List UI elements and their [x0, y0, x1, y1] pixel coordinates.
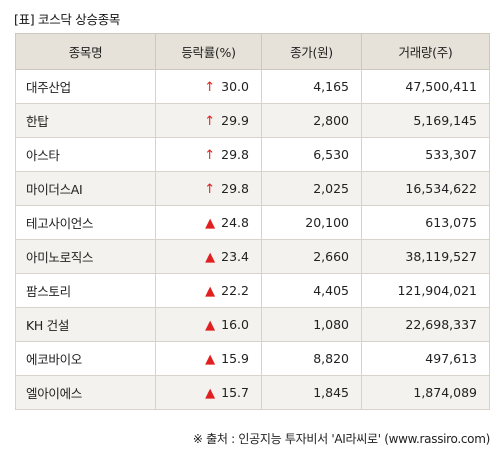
closing-price: 2,660 — [261, 239, 362, 274]
stock-name: 한탑 — [15, 103, 156, 138]
change-rate-cell: ▲ 15.7 — [155, 375, 262, 410]
stock-table-container: 종목명 등락률(%) 종가(원) 거래량(주) 대주산업 ↑ 30.0 4,165 47… — [15, 33, 490, 410]
stock-name: 팜스토리 — [15, 273, 156, 308]
table-row: 대주산업 ↑ 30.0 4,165 47,500,411 — [15, 69, 490, 104]
closing-price: 8,820 — [261, 341, 362, 376]
stock-name: 테고사이언스 — [15, 205, 156, 240]
stock-name: 아스타 — [15, 137, 156, 172]
change-rate-cell: ↑ 29.9 — [155, 103, 262, 138]
change-rate-cell: ↑ 29.8 — [155, 137, 262, 172]
up-triangle-icon: ▲ — [205, 351, 216, 367]
closing-price: 1,845 — [261, 375, 362, 410]
change-rate-cell: ▲ 16.0 — [155, 307, 262, 342]
up-arrow-icon: ↑ — [204, 147, 216, 163]
table-row: 아미노로직스 ▲ 23.4 2,660 38,119,527 — [15, 239, 490, 274]
change-rate-cell: ↑ 29.8 — [155, 171, 262, 206]
change-rate: 24.8 — [221, 214, 249, 230]
table-body: 대주산업 ↑ 30.0 4,165 47,500,411 한탑 ↑ 29.9 2,800 5,16… — [15, 69, 490, 410]
change-rate: 15.7 — [221, 384, 249, 400]
stock-name: KH 건설 — [15, 307, 156, 342]
closing-price: 4,165 — [261, 69, 362, 104]
stock-name: 엘아이에스 — [15, 375, 156, 410]
change-rate: 30.0 — [221, 78, 249, 94]
up-triangle-icon: ▲ — [205, 249, 216, 265]
trading-volume: 533,307 — [361, 137, 490, 172]
up-triangle-icon: ▲ — [205, 283, 216, 299]
trading-volume: 47,500,411 — [361, 69, 490, 104]
change-rate: 15.9 — [221, 350, 249, 366]
trading-volume: 497,613 — [361, 341, 490, 376]
table-row: 테고사이언스 ▲ 24.8 20,100 613,075 — [15, 205, 490, 240]
column-header-rate: 등락률(%) — [155, 33, 262, 70]
table-row: 아스타 ↑ 29.8 6,530 533,307 — [15, 137, 490, 172]
change-rate-cell: ▲ 23.4 — [155, 239, 262, 274]
stock-table: 종목명 등락률(%) 종가(원) 거래량(주) 대주산업 ↑ 30.0 4,165 47… — [15, 33, 490, 410]
up-triangle-icon: ▲ — [205, 317, 216, 333]
trading-volume: 1,874,089 — [361, 375, 490, 410]
stock-name: 에코바이오 — [15, 341, 156, 376]
change-rate: 29.9 — [221, 112, 249, 128]
closing-price: 2,800 — [261, 103, 362, 138]
stock-name: 대주산업 — [15, 69, 156, 104]
trading-volume: 16,534,622 — [361, 171, 490, 206]
trading-volume: 38,119,527 — [361, 239, 490, 274]
up-arrow-icon: ↑ — [204, 79, 216, 95]
change-rate-cell: ↑ 30.0 — [155, 69, 262, 104]
trading-volume: 22,698,337 — [361, 307, 490, 342]
closing-price: 1,080 — [261, 307, 362, 342]
column-header-name: 종목명 — [15, 33, 156, 70]
change-rate: 22.2 — [221, 282, 249, 298]
table-title: [표] 코스닥 상승종목 — [14, 12, 121, 27]
table-header-row: 종목명 등락률(%) 종가(원) 거래량(주) — [15, 33, 490, 70]
change-rate: 29.8 — [221, 146, 249, 162]
up-arrow-icon: ↑ — [204, 113, 216, 129]
closing-price: 6,530 — [261, 137, 362, 172]
source-note: ※ 출처 : 인공지능 투자비서 'AI라씨로' (www.rassiro.co… — [192, 432, 490, 446]
table-row: 한탑 ↑ 29.9 2,800 5,169,145 — [15, 103, 490, 138]
trading-volume: 613,075 — [361, 205, 490, 240]
table-row: 마이더스AI ↑ 29.8 2,025 16,534,622 — [15, 171, 490, 206]
up-triangle-icon: ▲ — [205, 215, 216, 231]
change-rate: 23.4 — [221, 248, 249, 264]
change-rate-cell: ▲ 15.9 — [155, 341, 262, 376]
up-triangle-icon: ▲ — [205, 385, 216, 401]
stock-name: 아미노로직스 — [15, 239, 156, 274]
trading-volume: 5,169,145 — [361, 103, 490, 138]
column-header-price: 종가(원) — [261, 33, 362, 70]
stock-name: 마이더스AI — [15, 171, 156, 206]
table-row: 에코바이오 ▲ 15.9 8,820 497,613 — [15, 341, 490, 376]
closing-price: 4,405 — [261, 273, 362, 308]
closing-price: 2,025 — [261, 171, 362, 206]
table-row: KH 건설 ▲ 16.0 1,080 22,698,337 — [15, 307, 490, 342]
up-arrow-icon: ↑ — [204, 181, 216, 197]
change-rate-cell: ▲ 24.8 — [155, 205, 262, 240]
change-rate: 16.0 — [221, 316, 249, 332]
closing-price: 20,100 — [261, 205, 362, 240]
change-rate-cell: ▲ 22.2 — [155, 273, 262, 308]
trading-volume: 121,904,021 — [361, 273, 490, 308]
table-row: 팜스토리 ▲ 22.2 4,405 121,904,021 — [15, 273, 490, 308]
column-header-volume: 거래량(주) — [361, 33, 490, 70]
change-rate: 29.8 — [221, 180, 249, 196]
table-row: 엘아이에스 ▲ 15.7 1,845 1,874,089 — [15, 375, 490, 410]
